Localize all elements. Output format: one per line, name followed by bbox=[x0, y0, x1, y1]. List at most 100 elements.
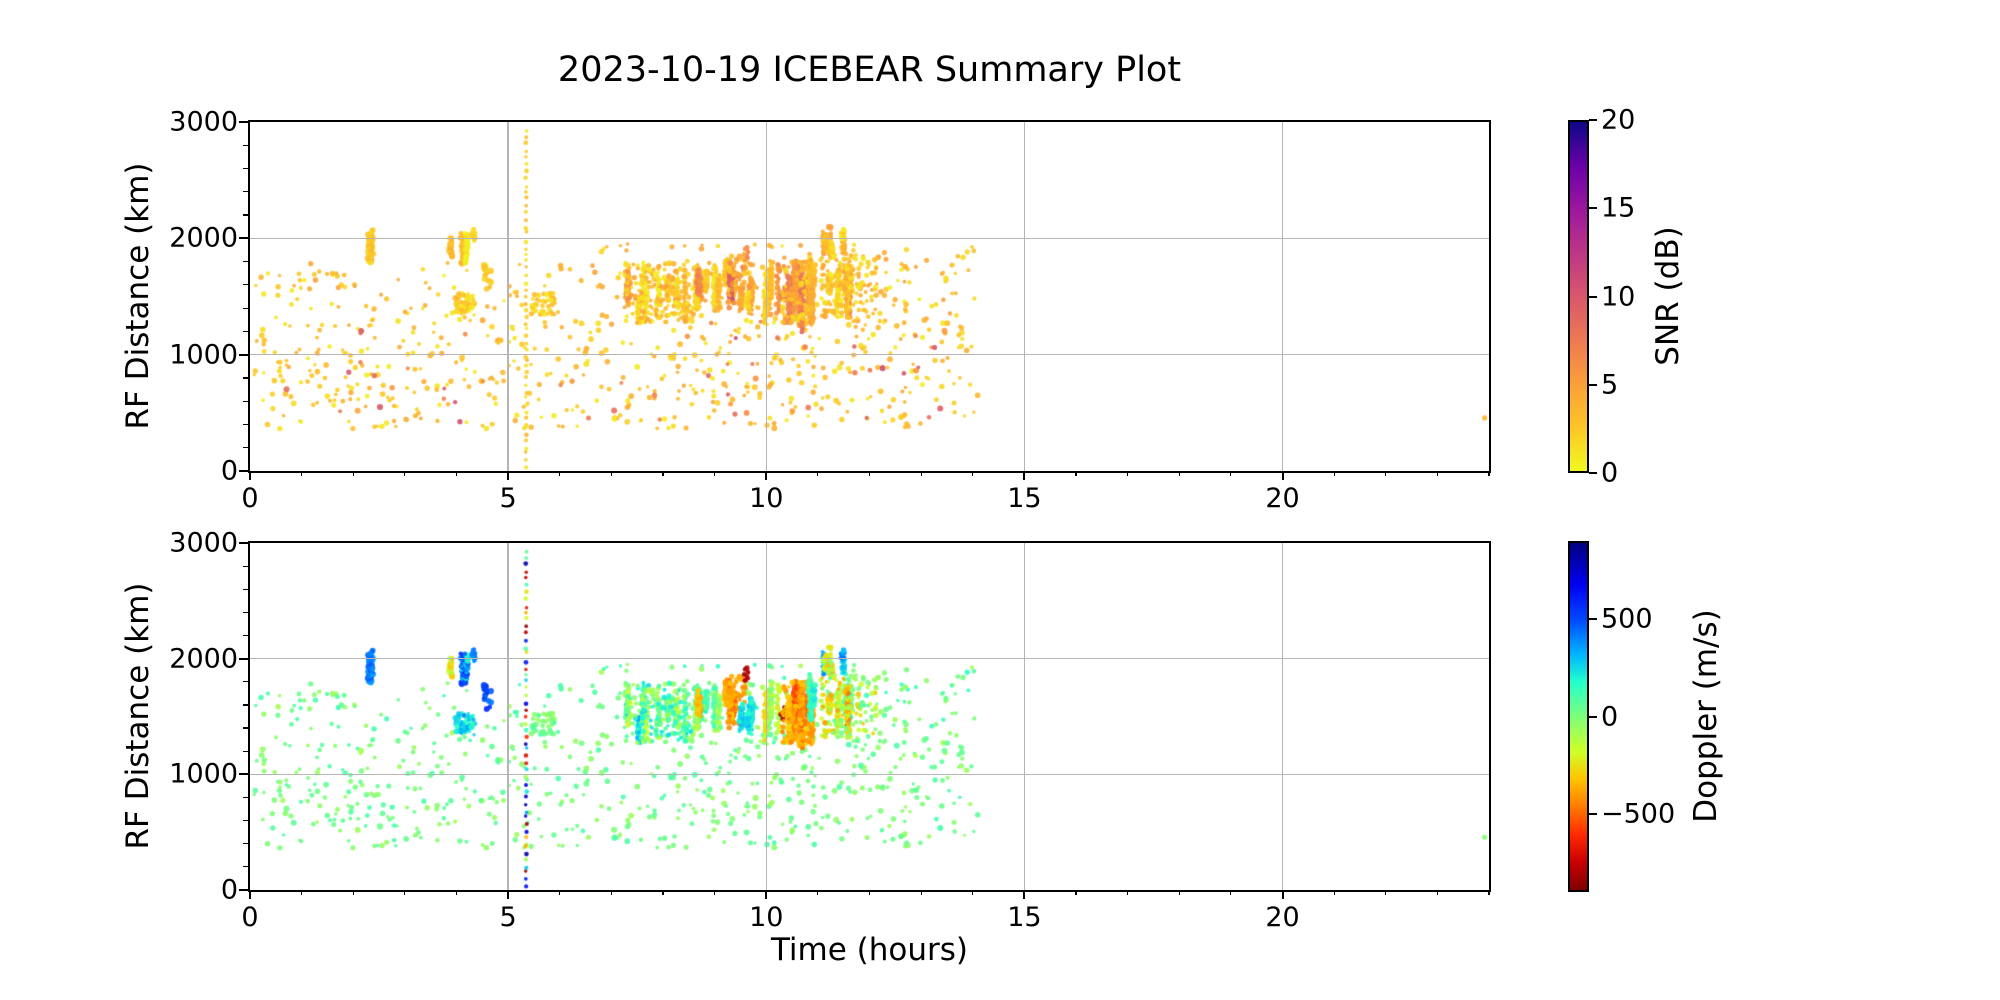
y-minor-tick bbox=[243, 727, 248, 729]
y-tick-label: 1000 bbox=[169, 339, 238, 371]
x-major-tick bbox=[1281, 471, 1284, 480]
y-minor-tick bbox=[243, 447, 248, 449]
doppler-scatter-canvas bbox=[250, 543, 1489, 890]
x-minor-tick bbox=[817, 890, 819, 895]
x-minor-tick bbox=[1488, 471, 1490, 476]
y-major-tick bbox=[239, 773, 248, 776]
y-tick-label: 0 bbox=[220, 874, 238, 906]
y-major-tick bbox=[239, 889, 248, 891]
x-minor-tick bbox=[455, 890, 458, 895]
x-major-tick bbox=[507, 890, 510, 899]
x-minor-tick bbox=[817, 471, 819, 476]
x-minor-tick bbox=[455, 471, 458, 476]
x-minor-tick bbox=[662, 471, 664, 476]
y-tick-label: 3000 bbox=[169, 106, 238, 138]
x-minor-tick bbox=[1436, 890, 1438, 895]
y-major-tick bbox=[239, 237, 248, 240]
x-minor-tick bbox=[610, 890, 612, 895]
y-tick-label: 0 bbox=[220, 455, 238, 487]
y-minor-tick bbox=[243, 284, 248, 286]
x-minor-tick bbox=[1178, 890, 1180, 895]
x-major-tick bbox=[765, 471, 768, 480]
y-minor-tick bbox=[243, 796, 248, 799]
colorbar-tick-label: 0 bbox=[1601, 457, 1619, 489]
y-grid-line bbox=[250, 773, 1489, 776]
y-minor-tick bbox=[243, 330, 248, 332]
x-minor-tick bbox=[1127, 471, 1129, 476]
snr-colorbar bbox=[1568, 120, 1589, 473]
colorbar-tick-label: 5 bbox=[1601, 369, 1619, 401]
y-major-tick bbox=[239, 657, 248, 660]
y-minor-tick bbox=[243, 191, 248, 193]
doppler-axes bbox=[248, 541, 1491, 892]
x-grid-line bbox=[1281, 122, 1284, 471]
figure-title: 2023-10-19 ICEBEAR Summary Plot bbox=[557, 50, 1182, 90]
snr-y-axis-label: RF Distance (km) bbox=[120, 162, 156, 430]
y-minor-tick bbox=[243, 611, 248, 613]
colorbar-tick bbox=[1589, 715, 1597, 718]
snr-scatter-canvas bbox=[250, 122, 1489, 471]
x-grid-line bbox=[1023, 543, 1026, 890]
x-minor-tick bbox=[662, 890, 664, 895]
colorbar-tick bbox=[1589, 618, 1597, 620]
x-major-tick bbox=[507, 471, 510, 480]
y-tick-label: 2000 bbox=[169, 643, 238, 675]
x-minor-tick bbox=[714, 471, 716, 476]
x-minor-tick bbox=[404, 471, 406, 476]
x-minor-tick bbox=[920, 471, 922, 476]
x-tick-label: 0 bbox=[241, 902, 259, 933]
x-minor-tick bbox=[1075, 471, 1077, 476]
x-minor-tick bbox=[868, 890, 871, 895]
colorbar-tick bbox=[1589, 813, 1597, 815]
y-minor-tick bbox=[243, 681, 248, 683]
x-minor-tick bbox=[1333, 471, 1335, 476]
x-major-tick bbox=[765, 890, 768, 899]
y-tick-label: 3000 bbox=[169, 527, 238, 559]
x-minor-tick bbox=[404, 890, 406, 895]
y-minor-tick bbox=[243, 843, 248, 845]
x-grid-line bbox=[765, 122, 767, 471]
x-major-tick bbox=[249, 890, 251, 899]
x-minor-tick bbox=[1127, 890, 1129, 895]
x-major-tick bbox=[1023, 890, 1026, 899]
x-minor-tick bbox=[714, 890, 716, 895]
x-minor-tick bbox=[972, 890, 974, 895]
x-tick-label: 15 bbox=[1007, 902, 1042, 933]
x-minor-tick bbox=[1075, 890, 1077, 895]
y-major-tick bbox=[239, 121, 248, 123]
x-tick-label: 5 bbox=[499, 483, 517, 514]
y-major-tick bbox=[239, 542, 248, 544]
x-minor-tick bbox=[1436, 471, 1438, 476]
y-minor-tick bbox=[243, 167, 248, 170]
y-minor-tick bbox=[243, 261, 248, 263]
x-minor-tick bbox=[1385, 471, 1387, 476]
x-grid-line bbox=[507, 122, 509, 471]
x-minor-tick bbox=[1178, 471, 1180, 476]
x-minor-tick bbox=[1333, 890, 1335, 895]
x-major-tick bbox=[249, 471, 251, 480]
y-minor-tick bbox=[243, 423, 248, 426]
snr-axes bbox=[248, 120, 1491, 473]
colorbar-tick bbox=[1589, 383, 1597, 386]
y-major-tick bbox=[239, 353, 248, 356]
x-grid-line bbox=[507, 543, 509, 890]
colorbar-tick-label: 10 bbox=[1601, 281, 1636, 312]
colorbar-tick-label: 0 bbox=[1601, 701, 1619, 732]
x-minor-tick bbox=[301, 471, 303, 476]
x-grid-line bbox=[1281, 543, 1284, 890]
x-grid-line bbox=[1023, 122, 1026, 471]
colorbar-tick-label: −500 bbox=[1601, 798, 1676, 830]
y-grid-line bbox=[250, 237, 1489, 240]
colorbar-tick bbox=[1589, 119, 1597, 121]
x-tick-label: 10 bbox=[749, 902, 784, 933]
colorbar-tick-label: 20 bbox=[1601, 104, 1636, 136]
x-major-tick bbox=[1281, 890, 1284, 899]
x-minor-tick bbox=[559, 471, 561, 476]
snr-colorbar-label: SNR (dB) bbox=[1650, 226, 1686, 366]
x-minor-tick bbox=[1385, 890, 1387, 895]
x-major-tick bbox=[1023, 471, 1026, 480]
y-major-tick bbox=[239, 470, 248, 472]
y-grid-line bbox=[250, 353, 1489, 356]
x-minor-tick bbox=[972, 471, 974, 476]
